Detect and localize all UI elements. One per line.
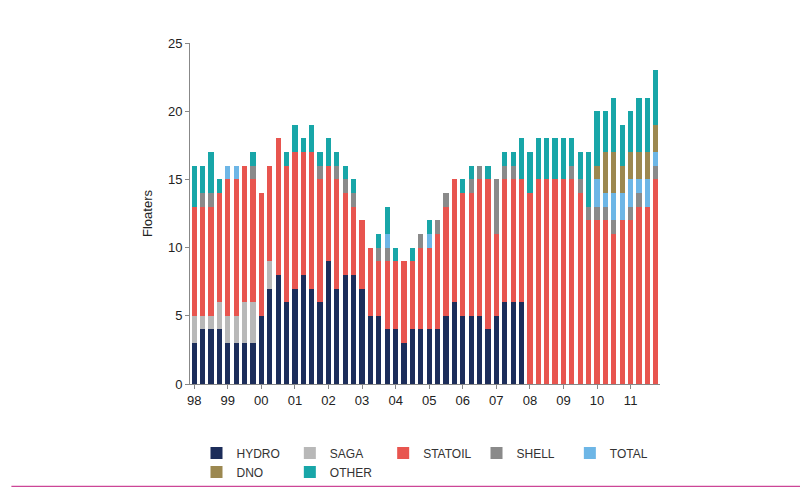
- svg-text:OTHER: OTHER: [330, 466, 372, 480]
- svg-text:02: 02: [321, 393, 335, 408]
- svg-text:TOTAL: TOTAL: [610, 447, 648, 461]
- svg-text:25: 25: [168, 36, 182, 51]
- svg-text:03: 03: [355, 393, 369, 408]
- svg-text:01: 01: [288, 393, 302, 408]
- svg-text:98: 98: [187, 393, 201, 408]
- svg-text:SAGA: SAGA: [330, 447, 363, 461]
- svg-text:SHELL: SHELL: [517, 447, 555, 461]
- svg-text:09: 09: [556, 393, 570, 408]
- svg-text:0: 0: [175, 377, 182, 392]
- svg-text:00: 00: [254, 393, 268, 408]
- svg-text:05: 05: [422, 393, 436, 408]
- svg-text:08: 08: [523, 393, 537, 408]
- svg-text:04: 04: [388, 393, 402, 408]
- svg-text:07: 07: [489, 393, 503, 408]
- svg-text:STATOIL: STATOIL: [423, 447, 471, 461]
- svg-text:10: 10: [168, 240, 182, 255]
- svg-text:5: 5: [175, 308, 182, 323]
- svg-text:Floaters: Floaters: [140, 190, 155, 237]
- svg-text:10: 10: [590, 393, 604, 408]
- svg-text:15: 15: [168, 172, 182, 187]
- svg-text:11: 11: [624, 393, 638, 408]
- svg-text:HYDRO: HYDRO: [237, 447, 280, 461]
- svg-text:99: 99: [221, 393, 235, 408]
- svg-text:06: 06: [456, 393, 470, 408]
- svg-text:20: 20: [168, 104, 182, 119]
- svg-text:DNO: DNO: [237, 466, 264, 480]
